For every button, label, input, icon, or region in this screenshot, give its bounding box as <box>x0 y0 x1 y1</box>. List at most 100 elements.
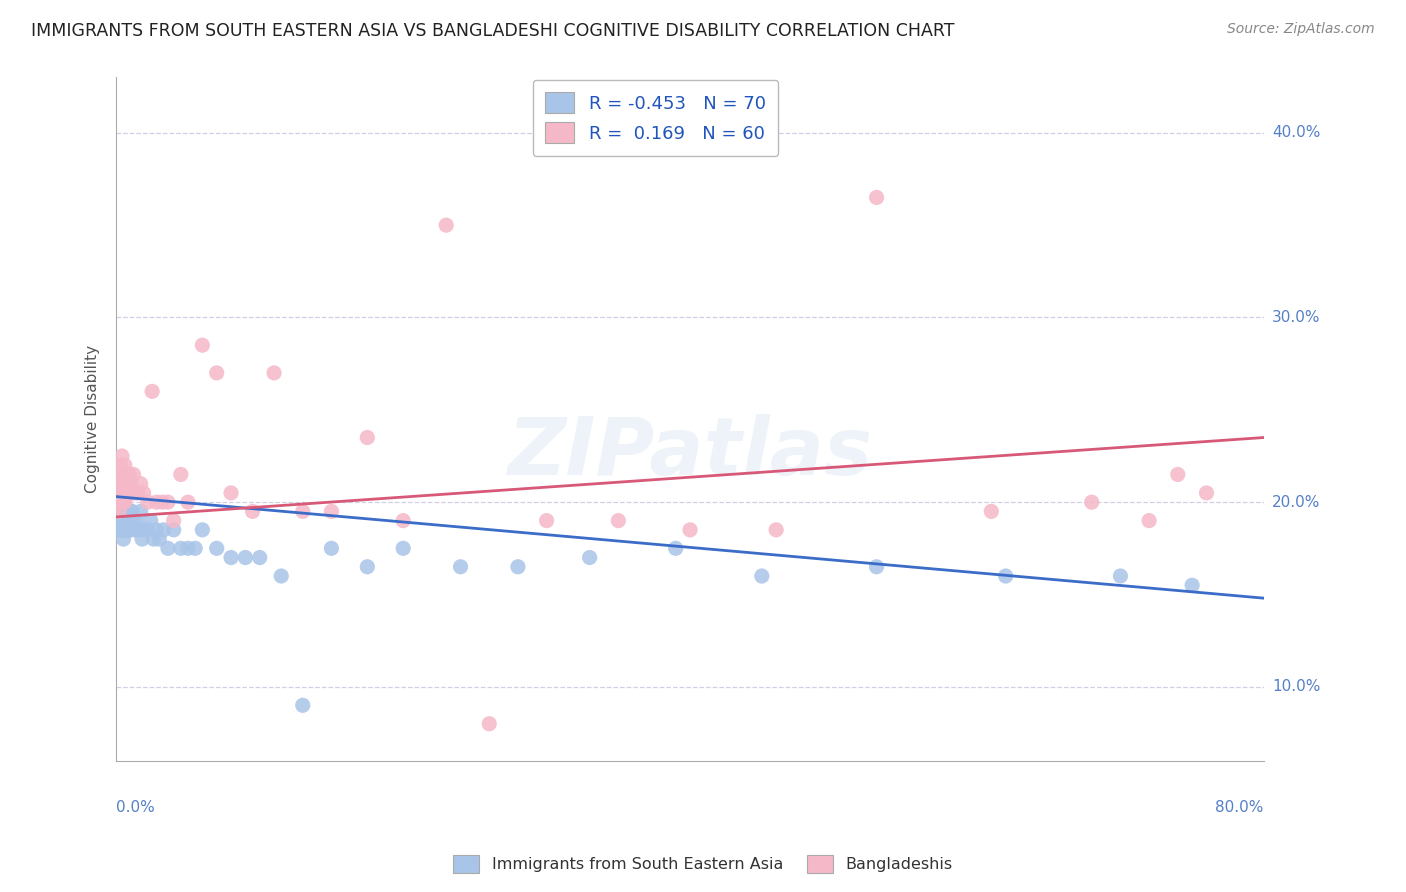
Point <box>114 458 136 473</box>
Point <box>112 495 135 509</box>
Point <box>136 495 159 509</box>
Point <box>139 514 162 528</box>
Point <box>110 476 132 491</box>
Point <box>107 495 129 509</box>
Point <box>392 514 415 528</box>
Point <box>1109 569 1132 583</box>
Point <box>150 495 173 509</box>
Point <box>142 532 165 546</box>
Point <box>108 504 131 518</box>
Point <box>434 218 457 232</box>
Point <box>117 523 139 537</box>
Point <box>163 523 186 537</box>
Point <box>111 523 134 537</box>
Point <box>136 523 159 537</box>
Point <box>392 541 415 556</box>
Point <box>270 569 292 583</box>
Point <box>120 476 142 491</box>
Point <box>291 698 314 713</box>
Point <box>1080 495 1102 509</box>
Point <box>108 476 131 491</box>
Point <box>131 532 153 546</box>
Point <box>665 541 688 556</box>
Point <box>117 476 139 491</box>
Point <box>112 532 135 546</box>
Point <box>578 550 600 565</box>
Point <box>129 476 152 491</box>
Point <box>121 504 143 518</box>
Point <box>118 523 141 537</box>
Point <box>108 495 131 509</box>
Text: ZIPatlas: ZIPatlas <box>508 414 873 492</box>
Point <box>115 504 138 518</box>
Point <box>607 514 630 528</box>
Point <box>205 366 228 380</box>
Point <box>112 523 135 537</box>
Point <box>1167 467 1189 482</box>
Point <box>152 523 174 537</box>
Point <box>127 523 149 537</box>
Point <box>122 514 145 528</box>
Point <box>107 504 129 518</box>
Point <box>184 541 207 556</box>
Point <box>118 514 141 528</box>
Point <box>111 504 134 518</box>
Point <box>110 467 132 482</box>
Point <box>177 495 200 509</box>
Point <box>108 514 131 528</box>
Point <box>1195 486 1218 500</box>
Point <box>110 458 132 473</box>
Point <box>356 430 378 444</box>
Point <box>115 523 138 537</box>
Point <box>994 569 1017 583</box>
Point <box>132 486 155 500</box>
Point <box>242 504 264 518</box>
Point <box>134 523 156 537</box>
Point <box>191 338 214 352</box>
Point <box>111 495 134 509</box>
Point <box>118 467 141 482</box>
Point <box>865 190 887 204</box>
Point <box>110 495 132 509</box>
Point <box>679 523 702 537</box>
Point <box>110 495 132 509</box>
Point <box>114 495 136 509</box>
Point <box>219 550 242 565</box>
Point <box>191 523 214 537</box>
Point <box>125 514 148 528</box>
Point <box>177 541 200 556</box>
Point <box>127 486 149 500</box>
Text: 20.0%: 20.0% <box>1272 495 1320 509</box>
Point <box>112 467 135 482</box>
Text: 80.0%: 80.0% <box>1216 799 1264 814</box>
Point <box>114 486 136 500</box>
Point <box>108 476 131 491</box>
Point <box>121 486 143 500</box>
Point <box>117 504 139 518</box>
Text: 40.0%: 40.0% <box>1272 126 1320 140</box>
Point <box>112 495 135 509</box>
Point <box>114 523 136 537</box>
Point <box>120 504 142 518</box>
Point <box>751 569 773 583</box>
Point <box>291 504 314 518</box>
Text: 0.0%: 0.0% <box>117 799 155 814</box>
Point <box>1137 514 1160 528</box>
Point <box>765 523 787 537</box>
Point <box>110 486 132 500</box>
Text: IMMIGRANTS FROM SOUTH EASTERN ASIA VS BANGLADESHI COGNITIVE DISABILITY CORRELATI: IMMIGRANTS FROM SOUTH EASTERN ASIA VS BA… <box>31 22 955 40</box>
Point <box>122 467 145 482</box>
Point <box>980 504 1002 518</box>
Point <box>110 504 132 518</box>
Point <box>249 550 271 565</box>
Point <box>115 486 138 500</box>
Point <box>108 486 131 500</box>
Point <box>114 504 136 518</box>
Point <box>107 495 129 509</box>
Point <box>107 486 129 500</box>
Point <box>235 550 257 565</box>
Point <box>111 486 134 500</box>
Point <box>124 486 146 500</box>
Point <box>450 559 472 574</box>
Point <box>156 541 179 556</box>
